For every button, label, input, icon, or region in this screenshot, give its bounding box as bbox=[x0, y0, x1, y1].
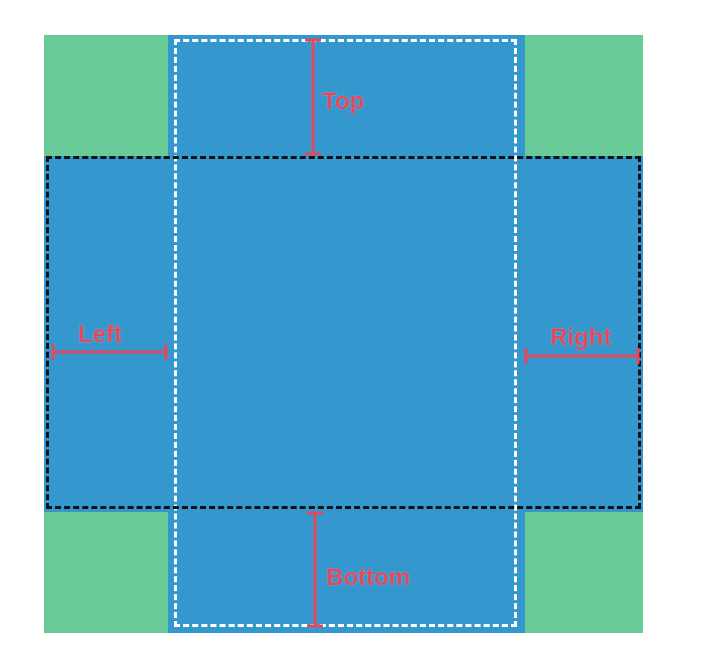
black-dashed-outline bbox=[46, 156, 641, 509]
right-label: Right bbox=[550, 324, 612, 351]
top-label: Top bbox=[322, 88, 365, 115]
corner-top-right bbox=[525, 35, 643, 156]
bottom-measure-line bbox=[307, 511, 323, 628]
bottom-label: Bottom bbox=[326, 564, 410, 591]
left-label: Left bbox=[78, 321, 122, 348]
white-dashed-outline bbox=[174, 39, 517, 627]
corner-bottom-right bbox=[525, 512, 643, 633]
corner-top-left bbox=[44, 35, 168, 156]
top-measure-line bbox=[305, 38, 321, 156]
right-measure-line bbox=[524, 348, 640, 364]
blue-area-horizontal bbox=[44, 156, 643, 512]
left-measure-line bbox=[51, 344, 168, 360]
corner-bottom-left bbox=[44, 512, 168, 633]
